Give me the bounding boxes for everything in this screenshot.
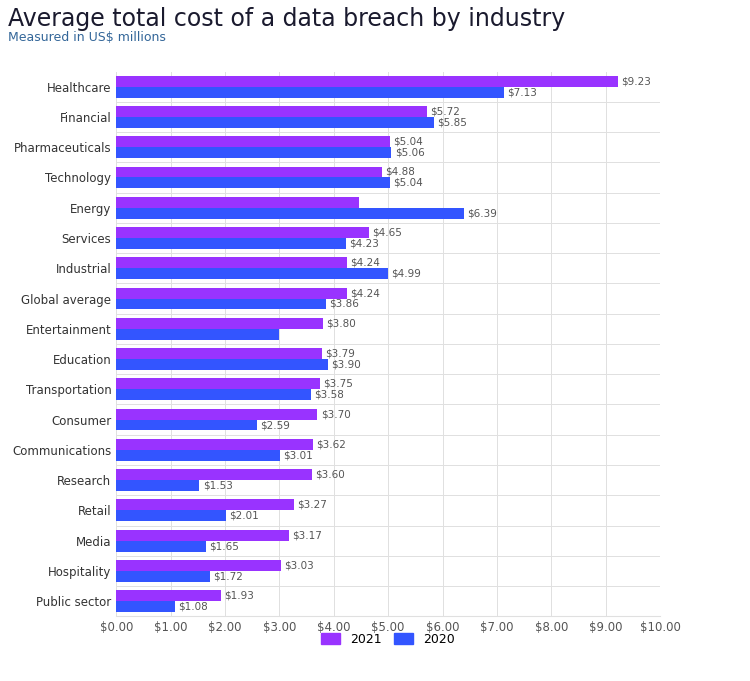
Bar (116, 530, 289, 541)
Text: $5.72: $5.72 (430, 106, 460, 116)
Bar (116, 379, 320, 390)
Bar (116, 287, 346, 298)
Bar (116, 571, 210, 582)
Text: $3.58: $3.58 (314, 390, 344, 400)
Bar (116, 136, 390, 147)
Text: $4.24: $4.24 (350, 258, 380, 268)
Text: $3.03: $3.03 (284, 560, 314, 571)
Bar (116, 238, 346, 249)
Bar (116, 450, 280, 461)
Text: $2.59: $2.59 (260, 420, 290, 430)
Bar (116, 227, 369, 238)
Text: $4.65: $4.65 (372, 227, 402, 238)
Text: $7.13: $7.13 (507, 87, 537, 97)
Text: $6.39: $6.39 (467, 208, 496, 218)
Text: $5.85: $5.85 (437, 117, 467, 127)
Bar (116, 257, 346, 268)
Text: $3.75: $3.75 (323, 379, 353, 389)
Bar (116, 348, 322, 359)
Bar (116, 499, 294, 510)
Bar (116, 439, 313, 450)
Text: Measured in US$ millions: Measured in US$ millions (8, 31, 165, 44)
Text: $1.65: $1.65 (209, 541, 239, 551)
Bar (116, 590, 221, 601)
Bar (116, 147, 392, 158)
Bar (116, 390, 311, 400)
Text: $3.27: $3.27 (297, 500, 327, 510)
Text: Average total cost of a data breach by industry: Average total cost of a data breach by i… (8, 7, 565, 31)
Legend: 2021, 2020: 2021, 2020 (316, 628, 460, 651)
Bar (116, 197, 359, 208)
Bar (116, 480, 200, 491)
Text: $3.86: $3.86 (329, 299, 359, 309)
Text: $3.79: $3.79 (326, 349, 356, 359)
Text: $2.01: $2.01 (229, 511, 259, 521)
Text: $5.04: $5.04 (394, 137, 423, 146)
Bar (116, 106, 427, 117)
Text: $1.93: $1.93 (224, 590, 254, 601)
Text: $3.17: $3.17 (292, 530, 322, 540)
Bar (116, 469, 312, 480)
Text: $3.62: $3.62 (316, 439, 346, 449)
Text: $3.60: $3.60 (315, 470, 345, 479)
Bar (116, 268, 388, 279)
Bar (116, 117, 434, 128)
Bar (116, 208, 464, 219)
Text: $1.08: $1.08 (178, 601, 208, 612)
Text: $4.99: $4.99 (391, 269, 421, 279)
Bar (116, 541, 206, 552)
Bar (116, 601, 175, 612)
Bar (116, 409, 317, 419)
Text: $3.70: $3.70 (321, 409, 350, 419)
Text: $3.01: $3.01 (284, 450, 313, 460)
Bar (116, 298, 326, 309)
Text: $9.23: $9.23 (622, 76, 651, 86)
Bar (116, 318, 322, 329)
Text: $5.04: $5.04 (394, 178, 423, 188)
Bar (116, 419, 257, 430)
Bar (116, 86, 504, 97)
Text: $4.88: $4.88 (385, 167, 415, 177)
Text: $1.72: $1.72 (213, 571, 243, 582)
Text: $5.06: $5.06 (394, 148, 424, 157)
Bar (116, 560, 281, 571)
Text: $3.80: $3.80 (326, 318, 356, 328)
Bar (116, 510, 226, 521)
Bar (116, 178, 390, 189)
Text: $1.53: $1.53 (202, 481, 232, 490)
Bar (116, 359, 328, 370)
Text: $4.23: $4.23 (350, 238, 380, 249)
Text: $4.24: $4.24 (350, 288, 380, 298)
Bar (116, 76, 618, 86)
Text: $3.90: $3.90 (332, 360, 362, 370)
Bar (116, 329, 279, 340)
Bar (116, 167, 382, 178)
